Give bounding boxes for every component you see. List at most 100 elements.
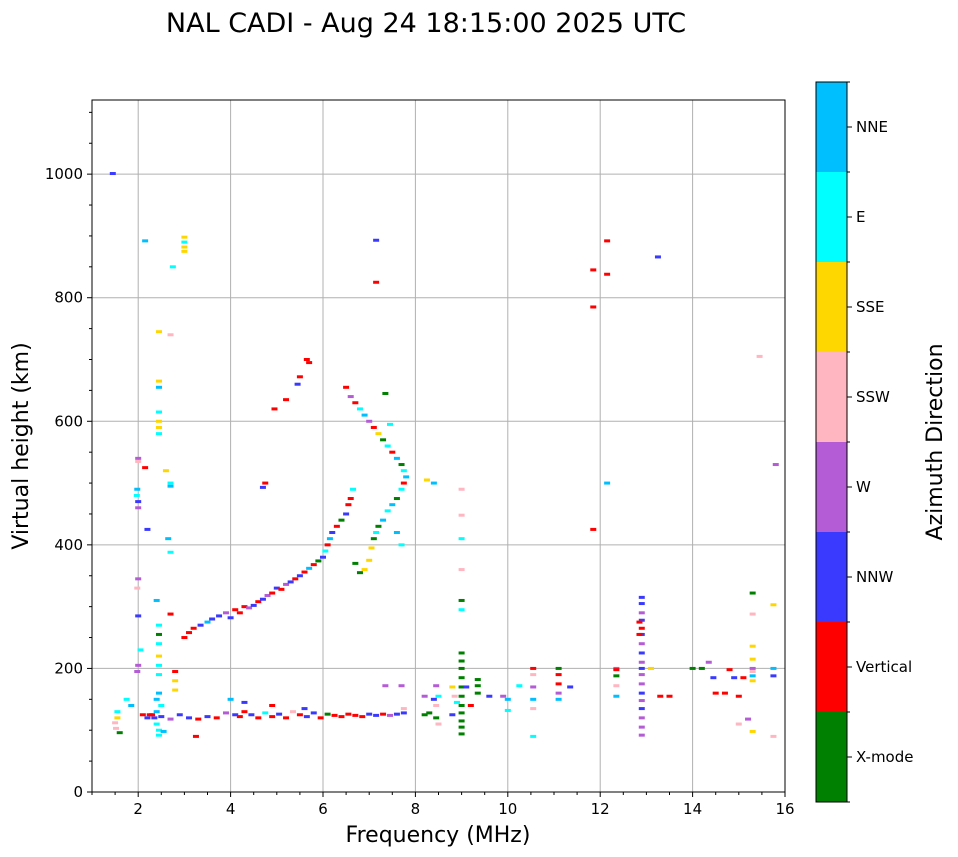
echo-point <box>530 707 537 711</box>
echo-point <box>142 466 149 470</box>
echo-point <box>366 558 373 562</box>
echo-point <box>167 717 174 721</box>
data-points <box>109 172 779 738</box>
echo-point <box>613 684 620 688</box>
colorbar-swatch <box>816 712 847 803</box>
echo-point <box>382 391 389 395</box>
echo-point <box>153 710 160 714</box>
echo-point <box>134 670 141 674</box>
echo-point <box>705 660 712 664</box>
echo-point <box>638 673 645 677</box>
echo-point <box>386 713 393 717</box>
plot-frame <box>91 99 786 793</box>
echo-point <box>359 715 366 719</box>
echo-point <box>315 559 322 563</box>
echo-point <box>329 531 336 534</box>
echo-point <box>264 594 271 598</box>
echo-point <box>749 657 756 661</box>
colorbar-label: X-mode <box>856 748 913 766</box>
echo-point <box>259 485 266 489</box>
echo-point <box>613 694 620 698</box>
echo-point <box>458 487 465 491</box>
echo-point <box>153 598 160 602</box>
echo-point <box>382 684 389 688</box>
x-tick-label: 8 <box>411 800 421 818</box>
echo-point <box>109 172 116 176</box>
echo-point <box>155 379 162 383</box>
echo-point <box>160 729 167 733</box>
echo-point <box>227 616 234 620</box>
colorbar-label: E <box>856 208 865 226</box>
echo-point <box>393 531 400 534</box>
echo-point <box>241 710 248 714</box>
echo-point <box>458 659 465 663</box>
echo-point <box>555 666 562 670</box>
y-tick-label: 0 <box>73 783 83 801</box>
echo-point <box>726 668 733 672</box>
echo-point <box>474 691 481 695</box>
echo-point <box>530 666 537 670</box>
echo-point <box>435 722 442 726</box>
echo-point <box>149 713 156 717</box>
echo-point <box>613 668 620 672</box>
echo-point <box>770 666 777 670</box>
echo-point <box>255 716 262 720</box>
echo-point <box>604 239 611 243</box>
echo-point <box>158 715 165 719</box>
echo-point <box>317 716 324 720</box>
echo-point <box>504 708 511 712</box>
echo-point <box>423 478 430 482</box>
echo-point <box>426 711 433 715</box>
echo-point <box>403 475 410 479</box>
echo-point <box>474 684 481 688</box>
echo-point <box>435 694 442 698</box>
echo-point <box>155 330 162 334</box>
echo-point <box>155 623 162 627</box>
x-axis-ticks: 2 4 6 8 10 12 14 16 <box>91 792 795 818</box>
echo-point <box>259 597 266 601</box>
echo-point <box>236 715 243 719</box>
echo-point <box>172 688 179 692</box>
echo-point <box>350 487 357 491</box>
echo-point <box>155 654 162 658</box>
echo-point <box>123 697 130 701</box>
echo-point <box>375 524 382 528</box>
echo-point <box>373 531 380 534</box>
echo-point <box>430 481 437 485</box>
echo-point <box>356 571 363 575</box>
echo-point <box>770 674 777 678</box>
echo-point <box>770 734 777 738</box>
echo-point <box>345 503 352 507</box>
echo-point <box>361 568 368 572</box>
echo-point <box>657 694 664 698</box>
echo-point <box>172 679 179 683</box>
y-tick-label: 400 <box>54 536 83 554</box>
colorbar-swatch <box>816 262 847 353</box>
echo-point <box>384 444 391 448</box>
echo-point <box>303 715 310 719</box>
echo-point <box>352 561 359 565</box>
echo-point <box>400 707 407 711</box>
echo-point <box>638 626 645 630</box>
echo-point <box>162 469 169 473</box>
echo-point <box>209 617 216 621</box>
colorbar-swatch <box>816 532 847 623</box>
echo-point <box>689 666 696 670</box>
echo-point <box>666 694 673 698</box>
echo-point <box>236 611 243 615</box>
echo-point <box>458 598 465 602</box>
echo-point <box>345 712 352 716</box>
echo-point <box>343 385 350 389</box>
colorbar-label: SSW <box>856 388 890 406</box>
echo-point <box>366 712 373 716</box>
echo-point <box>613 674 620 678</box>
echo-point <box>373 713 380 717</box>
echo-point <box>638 595 645 599</box>
echo-point <box>310 711 317 715</box>
echo-point <box>181 240 188 244</box>
echo-point <box>303 358 310 361</box>
echo-point <box>167 333 174 337</box>
echo-point <box>380 518 387 522</box>
colorbar-label: Vertical <box>856 658 912 676</box>
echo-point <box>322 549 329 553</box>
